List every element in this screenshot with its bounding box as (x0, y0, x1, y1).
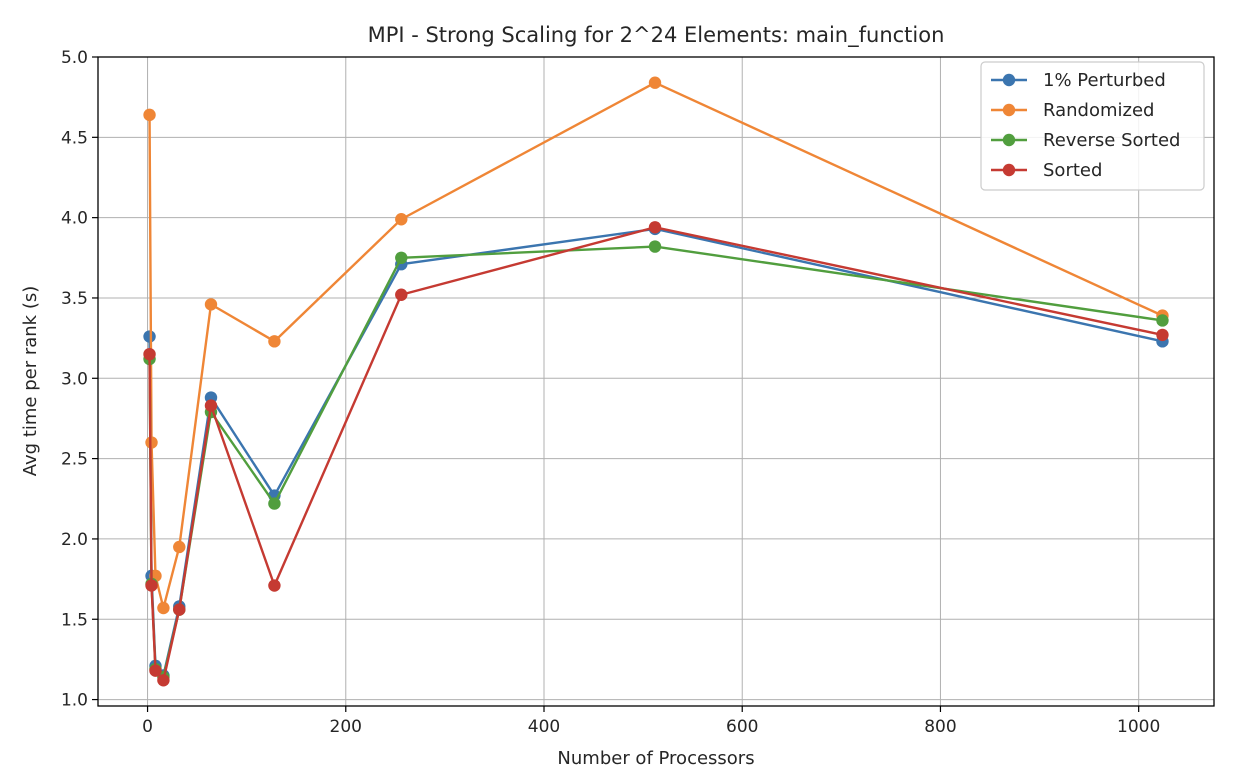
legend-label: Sorted (1043, 160, 1102, 181)
tick-layer: 0 200 400 600 800 1000 1.0 1.5 2.0 2.5 3.0 3.5 4.0 4.… (61, 48, 1160, 737)
data-point-reverse-sorted (268, 497, 281, 510)
data-point-1-perturbed (143, 330, 156, 343)
data-point-reverse-sorted (1156, 314, 1169, 327)
legend-item-randomized: Randomized (991, 100, 1154, 121)
data-point-randomized (157, 601, 170, 615)
series-line-reverse-sorted (148, 245, 1163, 679)
legend-marker (1002, 133, 1016, 147)
legend-item-reverse-sorted: Reverse Sorted (991, 130, 1180, 151)
data-point-randomized (145, 436, 158, 449)
data-point-sorted (143, 347, 156, 361)
series-sorted (143, 221, 1169, 687)
data-point-sorted (268, 579, 281, 592)
legend-item-sorted: Sorted (991, 160, 1102, 181)
legend-marker (1002, 103, 1016, 117)
data-point-reverse-sorted (395, 251, 408, 265)
y-tick-label: 3.0 (61, 369, 88, 389)
x-axis-title: Number of Processors (557, 748, 754, 769)
data-point-randomized (648, 76, 662, 89)
legend: 1% Perturbed Randomized Reverse Sorted Sort… (980, 61, 1205, 191)
y-tick-label: 4.5 (61, 128, 88, 148)
data-point-sorted (145, 579, 158, 592)
x-tick-label: 1000 (1117, 717, 1160, 737)
data-point-randomized (173, 540, 186, 554)
chart-title: MPI - Strong Scaling for 2^24 Elements: … (368, 23, 945, 48)
legend-label: 1% Perturbed (1043, 70, 1166, 91)
x-tick-label: 0 (142, 717, 153, 737)
y-axis-title: Avg time per rank (s) (20, 286, 41, 476)
x-tick-label: 200 (330, 717, 362, 737)
series-line-sorted (148, 226, 1163, 682)
legend-marker (1002, 73, 1016, 87)
data-point-reverse-sorted (648, 240, 662, 253)
series-randomized (143, 76, 1169, 615)
data-point-randomized (143, 108, 156, 122)
y-tick-label: 3.5 (61, 289, 88, 309)
data-point-randomized (268, 335, 281, 348)
x-tick-label: 600 (726, 717, 758, 737)
series-1-perturbed (143, 222, 1169, 682)
data-point-sorted (204, 399, 218, 412)
data-point-sorted (1156, 328, 1169, 342)
series-layer (143, 76, 1169, 687)
y-tick-label: 2.5 (61, 450, 88, 470)
data-point-sorted (173, 603, 186, 616)
y-tick-label: 1.0 (61, 691, 88, 711)
data-point-sorted (648, 221, 662, 234)
series-line-randomized (148, 81, 1163, 610)
plot-frame (97, 56, 1215, 707)
data-point-sorted (395, 288, 408, 301)
x-tick-label: 800 (924, 717, 956, 737)
legend-item-1-perturbed: 1% Perturbed (991, 70, 1166, 91)
data-point-randomized (204, 298, 218, 311)
data-point-sorted (149, 664, 162, 677)
y-tick-label: 4.0 (61, 209, 88, 229)
legend-label: Randomized (1043, 100, 1154, 121)
series-reverse-sorted (143, 240, 1169, 684)
data-point-randomized (395, 213, 408, 226)
y-tick-label: 2.0 (61, 530, 88, 550)
legend-marker (1002, 163, 1016, 177)
y-tick-label: 5.0 (61, 48, 88, 68)
x-tick-label: 400 (528, 717, 560, 737)
legend-label: Reverse Sorted (1043, 130, 1180, 151)
y-tick-label: 1.5 (61, 610, 88, 630)
data-point-sorted (157, 674, 170, 687)
legend-box (980, 61, 1205, 191)
